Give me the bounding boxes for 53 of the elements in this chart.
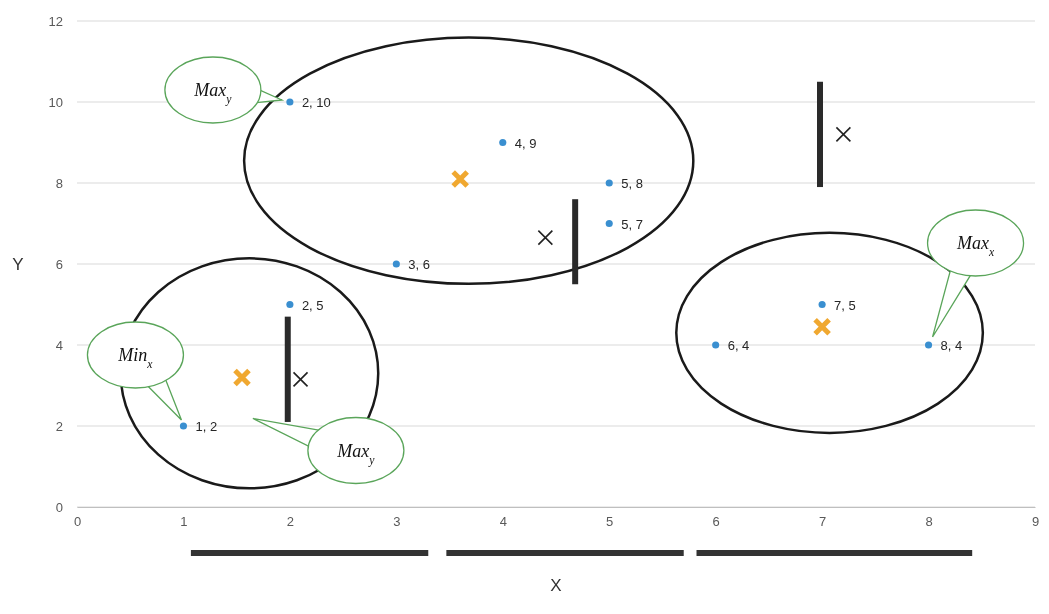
y-tick-label: 10 <box>48 94 63 110</box>
x-tick-label: 1 <box>180 514 188 530</box>
point <box>232 367 252 387</box>
speech-callout: Max$_{x}$ <box>926 209 1025 338</box>
x-tick-label: 7 <box>818 514 827 530</box>
point <box>812 317 832 337</box>
x-tick-label: 6 <box>712 514 720 530</box>
speech-callout: Min$_{x}$ <box>86 321 185 421</box>
point <box>835 126 852 143</box>
x-tick-label: 0 <box>73 514 82 530</box>
data-label: 5, 7 <box>621 216 643 232</box>
point <box>392 260 400 268</box>
y-axis-title: Y <box>12 255 24 274</box>
y-tick-label: 8 <box>55 175 63 191</box>
annotation: Max$_{y}$ <box>336 440 376 466</box>
point <box>292 371 309 388</box>
data-label: 5, 8 <box>621 176 643 191</box>
data-label: 2, 10 <box>301 95 331 110</box>
point <box>537 229 554 246</box>
point <box>712 341 720 349</box>
point <box>605 179 613 187</box>
x-tick-label: 3 <box>393 514 401 530</box>
data-label: 2, 5 <box>301 297 324 313</box>
speech-callout: Max$_{y}$ <box>252 416 405 485</box>
point <box>605 219 613 228</box>
x-tick-label: 9 <box>1031 514 1040 530</box>
data-label: 3, 6 <box>408 257 431 272</box>
x-tick-label: 8 <box>925 514 933 530</box>
point <box>924 341 933 349</box>
x-tick-label: 2 <box>286 514 295 530</box>
speech-callout: Max$_{y}$ <box>164 56 285 124</box>
data-label: 8, 4 <box>940 338 963 353</box>
data-label: 7, 5 <box>834 297 856 313</box>
point <box>450 169 470 189</box>
point <box>499 138 507 147</box>
annotation: Max$_{y}$ <box>193 80 233 106</box>
data-label: 4, 9 <box>514 135 537 151</box>
point <box>818 300 826 309</box>
y-tick-label: 12 <box>48 13 63 29</box>
x-axis-title: X <box>550 576 562 595</box>
x-tick-label: 5 <box>606 514 614 530</box>
y-tick-label: 2 <box>55 418 63 434</box>
annotation: Min$_{x}$ <box>117 345 154 371</box>
x-tick-label: 4 <box>499 514 507 530</box>
point <box>286 98 294 106</box>
y-tick-label: 0 <box>55 499 63 515</box>
y-tick-label: 4 <box>55 337 63 353</box>
data-label: 1, 2 <box>195 419 218 434</box>
point <box>286 300 294 309</box>
annotation: Max$_{x}$ <box>955 233 995 259</box>
y-tick-label: 6 <box>55 256 63 272</box>
data-label: 6, 4 <box>727 338 750 353</box>
point <box>179 422 188 430</box>
